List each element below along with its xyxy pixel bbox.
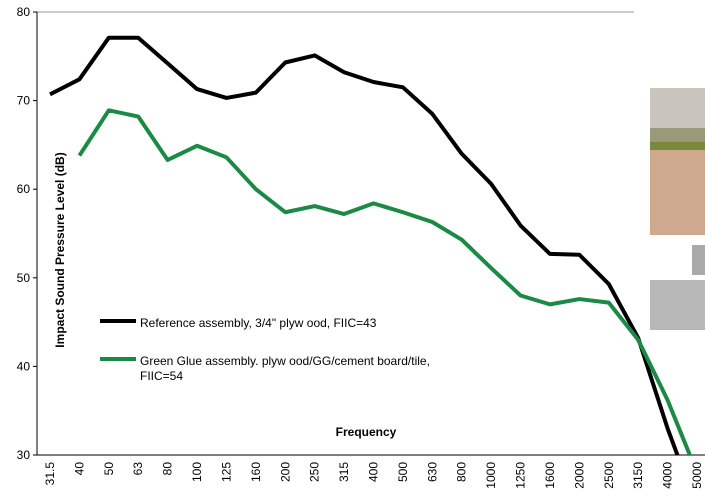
x-tick-label: 800 [455,462,469,482]
x-tick-label: 1600 [543,462,557,489]
x-tick-label: 1000 [484,462,498,489]
y-tick-label: 30 [17,448,31,462]
x-axis-label: Frequency [336,425,397,439]
page: Frequency Impact Sound Pressure Level (d… [0,0,705,497]
x-tick-label: 400 [367,462,381,482]
x-tick-label: 1250 [514,462,528,489]
x-tick-label: 160 [249,462,263,482]
x-tick-label: 31.5 [43,462,57,486]
x-tick-label: 40 [72,462,86,476]
x-tick-label: 50 [102,462,116,476]
x-tick-label: 63 [131,462,145,476]
y-tick-label: 40 [17,359,31,373]
x-tick-label: 5000 [690,462,704,489]
y-tick-label: 80 [17,5,31,19]
y-axis-label: Impact Sound Pressure Level (dB) [53,152,67,347]
decor-image [650,88,705,330]
legend-label: Reference assembly, 3/4" plyw ood, FIIC=… [140,316,376,331]
y-tick-label: 70 [17,94,31,108]
x-tick-label: 200 [278,462,292,482]
x-tick-label: 3150 [631,462,645,489]
x-tick-label: 630 [425,462,439,482]
y-tick-label: 60 [17,182,31,196]
y-tick-label: 50 [17,271,31,285]
x-tick-label: 4000 [661,462,675,489]
x-tick-label: 315 [337,462,351,482]
x-tick-label: 100 [190,462,204,482]
x-tick-label: 2000 [572,462,586,489]
legend-label: Green Glue assembly. plyw ood/GG/cement … [140,354,430,384]
x-tick-label: 2500 [602,462,616,489]
x-tick-label: 500 [396,462,410,482]
chart: Frequency Impact Sound Pressure Level (d… [0,0,705,497]
series-line [79,110,697,472]
x-tick-label: 80 [161,462,175,476]
x-tick-label: 250 [308,462,322,482]
x-tick-label: 125 [219,462,233,482]
